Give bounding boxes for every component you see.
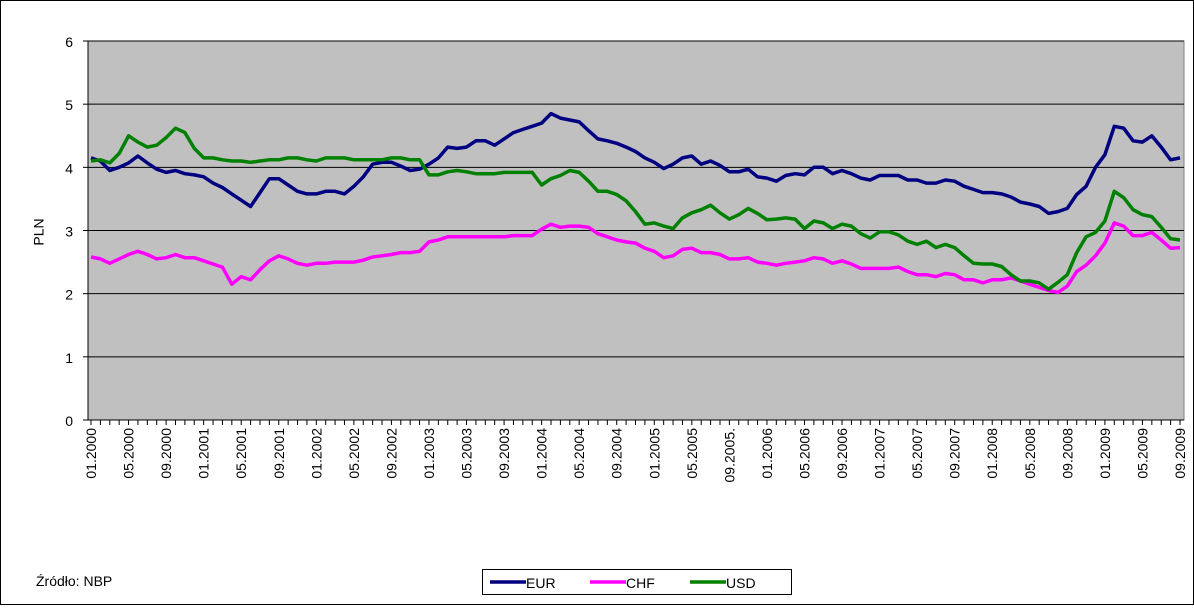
series-line	[90, 126, 1181, 291]
x-tick-label: 05.2006	[796, 428, 812, 479]
x-tick-label: 01.2006	[759, 428, 775, 479]
y-tick-label: 1	[65, 350, 73, 366]
y-tick-label: 0	[65, 413, 73, 429]
x-tick-label: 09.2005.	[721, 428, 737, 483]
x-tick-label: 09.2007	[947, 428, 963, 479]
x-tick-label: 09.2009	[1172, 428, 1188, 479]
x-tick-label: 05.2008	[1022, 428, 1038, 479]
x-tick-label: 05.2003	[459, 428, 475, 479]
x-tick-label: 01.2001	[196, 428, 212, 479]
x-tick-label: 01.2009	[1097, 428, 1113, 479]
x-tick-label: 01.2000	[83, 428, 99, 479]
x-tick-label: 09.2008	[1059, 428, 1075, 479]
x-tick-label: 05.2000	[121, 428, 137, 479]
x-tick-label: 05.2005	[684, 428, 700, 479]
x-tick-label: 01.2005	[646, 428, 662, 479]
y-tick-label: 5	[65, 97, 73, 113]
legend-label: EUR	[526, 575, 556, 591]
y-tick-label: 6	[65, 34, 73, 50]
y-tick-label: 2	[65, 287, 73, 303]
x-tick-label: 01.2007	[872, 428, 888, 479]
series-line	[90, 221, 1181, 295]
x-tick-label: 09.2002	[383, 428, 399, 479]
y-tick-label: 4	[65, 160, 73, 176]
legend-box	[482, 569, 792, 595]
x-tick-label: 01.2002	[308, 428, 324, 479]
x-tick-label: 05.2007	[909, 428, 925, 479]
x-tick-label: 09.2006	[834, 428, 850, 479]
y-axis-label: PLN	[31, 218, 47, 245]
x-tick-label: 05.2004	[571, 428, 587, 479]
x-tick-label: 01.2004	[534, 428, 550, 479]
x-tick-label: 05.2001	[233, 428, 249, 479]
x-tick-label: 09.2001	[271, 428, 287, 479]
x-tick-label: 05.2002	[346, 428, 362, 479]
x-tick-label: 09.2004	[609, 428, 625, 479]
x-tick-label: 09.2000	[158, 428, 174, 479]
x-tick-label: 09.2003	[496, 428, 512, 479]
source-note: Źródło: NBP	[36, 573, 112, 589]
y-tick-label: 3	[65, 224, 73, 240]
legend-label: CHF	[626, 575, 655, 591]
x-tick-label: 01.2003	[421, 428, 437, 479]
legend-label: USD	[726, 575, 756, 591]
x-tick-label: 01.2008	[984, 428, 1000, 479]
series-line	[90, 111, 1181, 216]
x-tick-label: 05.2009	[1134, 428, 1150, 479]
